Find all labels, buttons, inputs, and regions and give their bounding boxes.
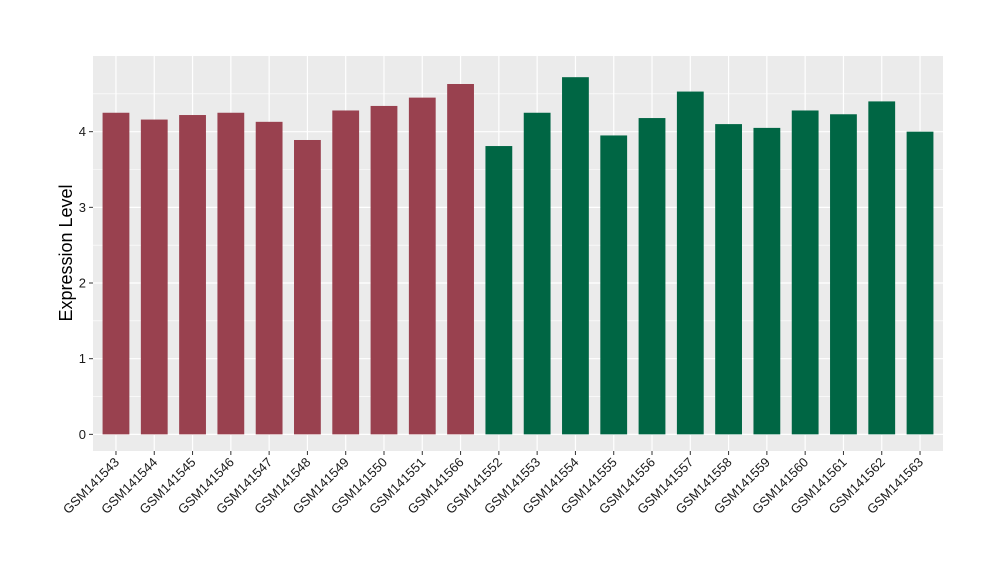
y-axis: 0 1 2 3 4 <box>79 124 93 442</box>
y-tick-label: 2 <box>79 276 86 291</box>
bar-GSM141547 <box>255 121 283 435</box>
x-axis: GSM141543GSM141544GSM141545GSM141546GSM1… <box>60 451 926 517</box>
bar-GSM141550 <box>370 105 398 435</box>
bar-GSM141562 <box>868 101 896 435</box>
bar-GSM141555 <box>600 135 628 435</box>
bar-GSM141552 <box>485 146 513 435</box>
bar-GSM141551 <box>408 97 436 435</box>
bar-GSM141548 <box>294 139 321 435</box>
bar-GSM141558 <box>715 124 742 435</box>
y-tick-label: 1 <box>79 351 86 366</box>
bar-GSM141560 <box>791 110 819 435</box>
bar-GSM141557 <box>676 91 704 435</box>
bar-GSM141546 <box>217 112 245 435</box>
bar-GSM141563 <box>906 131 934 435</box>
bar-GSM141544 <box>140 119 168 435</box>
bar-GSM141549 <box>332 110 360 435</box>
bars <box>102 77 934 435</box>
y-tick-label: 0 <box>79 427 86 442</box>
bar-GSM141553 <box>523 112 551 435</box>
y-tick-label: 3 <box>79 200 86 215</box>
bar-GSM141559 <box>753 127 781 435</box>
y-axis-title: Expression Level <box>56 184 76 321</box>
y-tick-label: 4 <box>79 124 86 139</box>
bar-GSM141543 <box>102 112 130 435</box>
bar-GSM141554 <box>562 77 589 435</box>
bar-GSM141566 <box>447 83 474 435</box>
bar-GSM141556 <box>638 118 666 435</box>
bar-GSM141561 <box>830 114 857 435</box>
bar-GSM141545 <box>179 115 206 435</box>
